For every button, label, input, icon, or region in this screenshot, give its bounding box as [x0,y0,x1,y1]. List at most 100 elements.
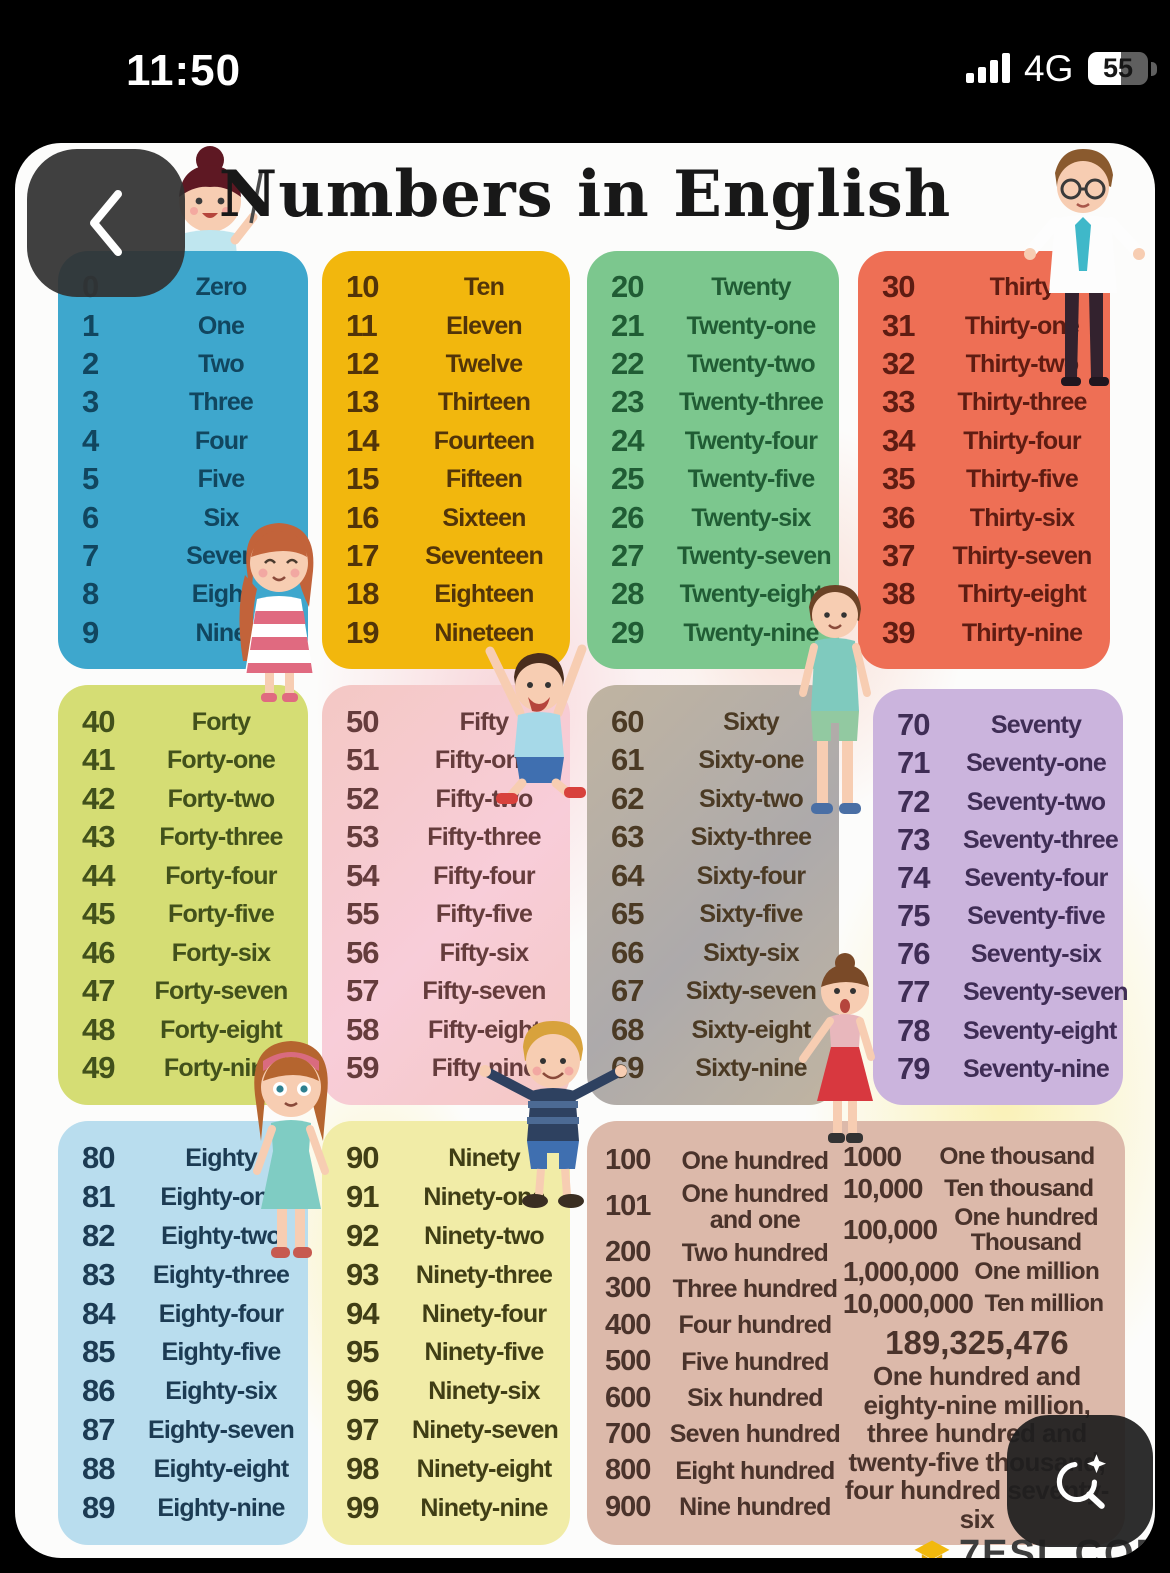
number-row: 23 Twenty-three [611,384,825,420]
word-cell: Seventy-four [964,863,1108,892]
back-button[interactable] [27,149,185,297]
word-cell: Eighty-four [158,1299,284,1328]
numbers-panel-90-99: 90 Ninety 91 Ninety-one 92 Ninety-two 93 Ninety… [322,1121,570,1545]
word-cell: Fifty-five [435,900,533,929]
number-row: 800 Eight hundred [605,1454,843,1487]
word-cell: Fifty-three [427,823,541,852]
number-row: 9 Nine [82,615,294,651]
number-row: 88 Eighty-eight [82,1451,294,1487]
number-row: 24 Twenty-four [611,423,825,459]
number-cell: 94 [346,1295,379,1331]
number-cell: 48 [82,1011,115,1047]
number-row: 6 Six [82,500,294,536]
number-row: 100,000 One hundred Thousand [843,1205,1111,1256]
number-cell: 55 [346,896,379,932]
number-cell: 43 [82,819,115,855]
number-row: 10,000,000 Ten million [843,1288,1111,1320]
number-cell: 16 [346,499,379,535]
number-cell: 86 [82,1373,115,1409]
word-cell: Thirty [989,273,1055,302]
word-cell: Seventy-three [963,825,1119,854]
word-cell: Four [194,426,248,455]
number-cell: 49 [82,1050,115,1086]
number-cell: 26 [611,499,644,535]
number-cell: 44 [82,857,115,893]
word-cell: Seventeen [425,541,544,570]
number-row: 10 Ten [346,269,556,305]
word-cell: Three hundred [672,1274,838,1303]
word-cell: Sixty-two [699,784,804,813]
number-cell: 64 [611,857,644,893]
number-row: 98 Ninety-eight [346,1451,556,1487]
number-row: 53 Fifty-three [346,819,556,855]
word-cell: Sixty-nine [695,1054,807,1083]
word-cell: Seventy-two [966,787,1106,816]
number-row: 29 Twenty-nine [611,615,825,651]
word-cell: Seventy-seven [963,978,1129,1007]
number-cell: 27 [611,537,644,573]
word-cell: Seventy-nine [963,1054,1110,1083]
number-row: 70 Seventy [897,707,1109,743]
word-cell: Fifty-eight [427,1015,541,1044]
number-row: 73 Seventy-three [897,822,1119,858]
number-cell: 4 [82,422,99,458]
word-cell: Forty-six [171,938,271,967]
numbers-panel-40-49: 40 Forty 41 Forty-one 42 Forty-two 43 Forty-thr… [58,685,308,1105]
number-row: 300 Three hundred [605,1272,843,1305]
word-cell: Twenty-eight [679,580,824,609]
number-row: 80 Eighty [82,1140,294,1176]
number-row: 11 Eleven [346,308,556,344]
number-cell: 13 [346,384,379,420]
number-row: 47 Forty-seven [82,973,294,1009]
number-cell: 50 [346,703,379,739]
numbers-panel-20-29: 20 Twenty 21 Twenty-one 22 Twenty-two 23 Twenty… [587,251,839,669]
word-cell: Sixty-six [703,938,799,967]
number-cell: 100,000 [842,1214,938,1246]
number-row: 46 Forty-six [82,935,294,971]
word-cell: One hundred and one [681,1179,830,1234]
number-row: 67 Sixty-seven [611,973,825,1009]
network-type-label: 4G [1024,48,1074,89]
number-cell: 400 [605,1308,651,1341]
number-cell: 36 [882,499,915,535]
lens-search-icon [1056,1454,1106,1509]
number-cell: 8 [82,576,99,612]
number-cell: 76 [897,936,930,972]
word-cell: Twenty [711,273,791,302]
word-cell: Zero [195,273,248,302]
number-cell: 37 [882,537,915,573]
number-cell: 7 [82,537,99,573]
number-row: 85 Eighty-five [82,1334,294,1370]
number-cell: 800 [605,1454,651,1487]
number-row: 79 Seventy-nine [897,1051,1110,1087]
number-row: 55 Fifty-five [346,896,556,932]
number-row: 500 Five hundred [605,1345,843,1378]
jumping-boy-illustration [485,644,587,804]
number-row: 74 Seventy-four [897,860,1109,896]
word-cell: Thirty-six [969,503,1075,532]
word-cell: Six hundred [687,1384,823,1413]
teacher-man-illustration [1024,149,1145,386]
number-row: 1,000,000 One million [843,1256,1111,1288]
number-row: 37 Thirty-seven [882,538,1096,574]
number-cell: 89 [82,1490,115,1526]
example-block: 189,325,476 One hundred and eighty-nine … [843,1320,1111,1534]
number-cell: 32 [882,346,915,382]
battery-nub [1151,62,1157,76]
word-cell: Forty-five [168,900,275,929]
number-cell: 71 [897,745,930,781]
number-row: 35 Thirty-five [882,461,1096,497]
number-cell: 33 [882,384,915,420]
number-cell: 58 [346,1011,379,1047]
number-cell: 87 [82,1412,115,1448]
number-row: 10,000 Ten thousand [843,1173,1111,1205]
number-cell: 54 [346,857,379,893]
numbers-panel-10-19: 10 Ten 11 Eleven 12 Twelve 13 Thirteen 14 Fourtee… [322,251,570,669]
number-cell: 300 [605,1272,651,1305]
number-cell: 42 [82,780,115,816]
number-cell: 96 [346,1373,379,1409]
number-cell: 93 [346,1256,379,1292]
lens-search-button[interactable] [1007,1415,1153,1547]
number-cell: 3 [82,384,99,420]
number-cell: 91 [346,1178,379,1214]
